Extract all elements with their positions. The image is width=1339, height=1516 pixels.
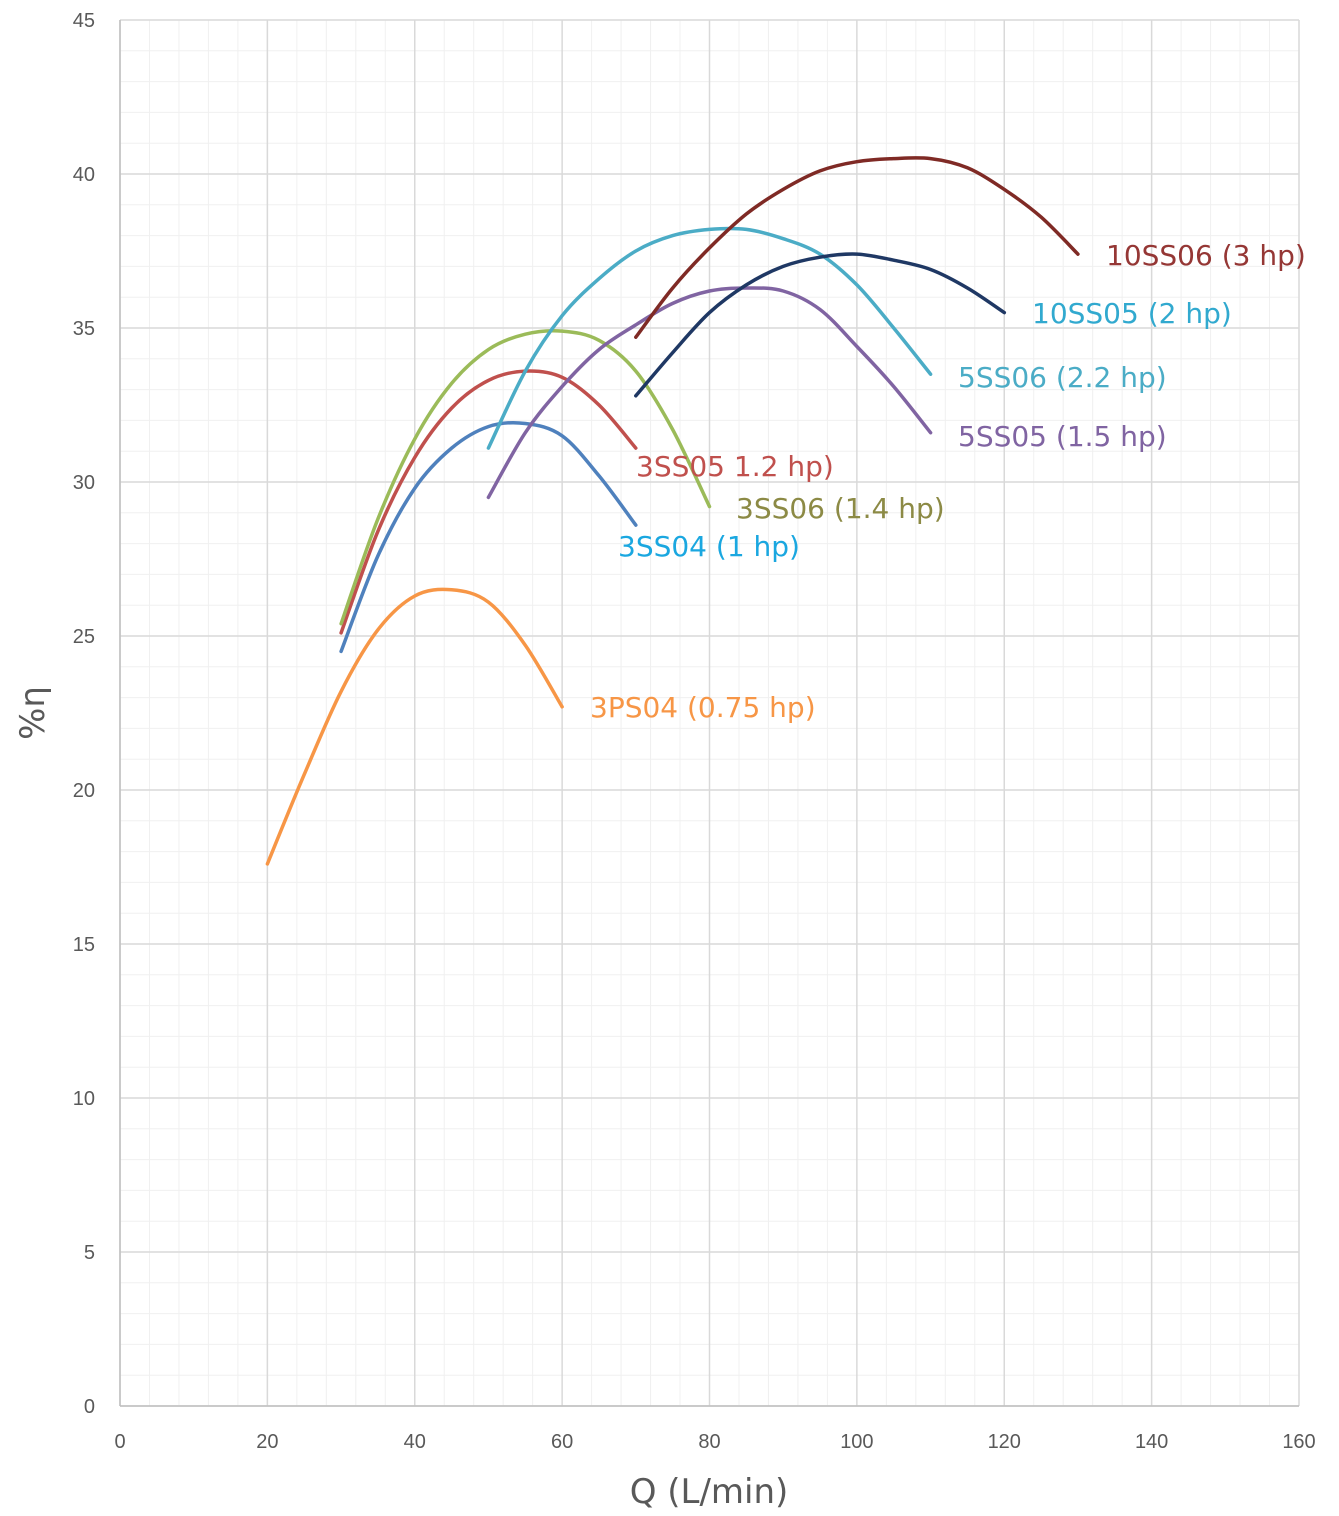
y-tick-label: 45 xyxy=(73,10,95,32)
y-tick-label: 0 xyxy=(84,1396,95,1418)
y-tick-label: 5 xyxy=(84,1242,95,1264)
y-tick-label: 20 xyxy=(73,780,95,802)
series-line-3ss05-1-2-hp xyxy=(339,369,638,635)
x-tick-label: 80 xyxy=(698,1431,720,1453)
y-tick-labels: 0 5 10 15 20 25 30 35 40 45 xyxy=(73,10,95,1418)
y-tick-label: 30 xyxy=(73,472,95,494)
series-line-3ss04-1-hp xyxy=(339,420,638,654)
plot-axes xyxy=(119,20,1299,1407)
series-line-5ss06-2-2-hp xyxy=(486,226,933,450)
y-tick-label: 25 xyxy=(73,626,95,648)
series-label-5ss06-2-2-hp: 5SS06 (2.2 hp) xyxy=(958,361,1167,394)
x-tick-label: 100 xyxy=(840,1431,873,1453)
series-line-3ps04-0-75-hp xyxy=(265,587,564,866)
x-tick-labels: 0 20 40 60 80 100 120 140 160 xyxy=(114,1431,1315,1453)
series-lines xyxy=(265,156,1080,866)
x-tick-label: 140 xyxy=(1135,1431,1168,1453)
y-axis-title: %η xyxy=(13,686,53,740)
y-tick-label: 35 xyxy=(73,318,95,340)
x-tick-label: 120 xyxy=(988,1431,1021,1453)
series-label-10ss05-2-hp: 10SS05 (2 hp) xyxy=(1032,297,1232,330)
series-label-5ss05-1-5-hp: 5SS05 (1.5 hp) xyxy=(958,420,1167,453)
series-line-3ss06-1-4-hp xyxy=(339,328,712,626)
series-line-10ss06-3-hp xyxy=(634,156,1080,339)
x-axis-title: Q (L/min) xyxy=(630,1472,789,1512)
series-line-10ss05-2-hp xyxy=(634,252,1007,398)
series-label-3ss05-1-2-hp: 3SS05 1.2 hp) xyxy=(636,450,834,483)
y-tick-label: 10 xyxy=(73,1088,95,1110)
series-label-3ss06-1-4-hp: 3SS06 (1.4 hp) xyxy=(736,492,945,525)
series-label-3ss04-1-hp: 3SS04 (1 hp) xyxy=(618,530,800,563)
x-tick-label: 0 xyxy=(114,1431,125,1453)
y-tick-label: 15 xyxy=(73,934,95,956)
series-line-5ss05-1-5-hp xyxy=(486,286,933,500)
x-tick-label: 20 xyxy=(256,1431,278,1453)
x-tick-label: 60 xyxy=(551,1431,573,1453)
series-label-10ss06-3-hp: 10SS06 (3 hp) xyxy=(1106,239,1306,272)
x-tick-label: 160 xyxy=(1282,1431,1315,1453)
series-label-3ps04-0-75-hp: 3PS04 (0.75 hp) xyxy=(590,691,816,724)
minor-gridlines xyxy=(120,20,1299,1406)
series-labels: 3PS04 (0.75 hp) 3SS04 (1 hp) 3SS05 1.2 hp)… xyxy=(590,239,1306,724)
y-tick-label: 40 xyxy=(73,164,95,186)
x-tick-label: 40 xyxy=(404,1431,426,1453)
